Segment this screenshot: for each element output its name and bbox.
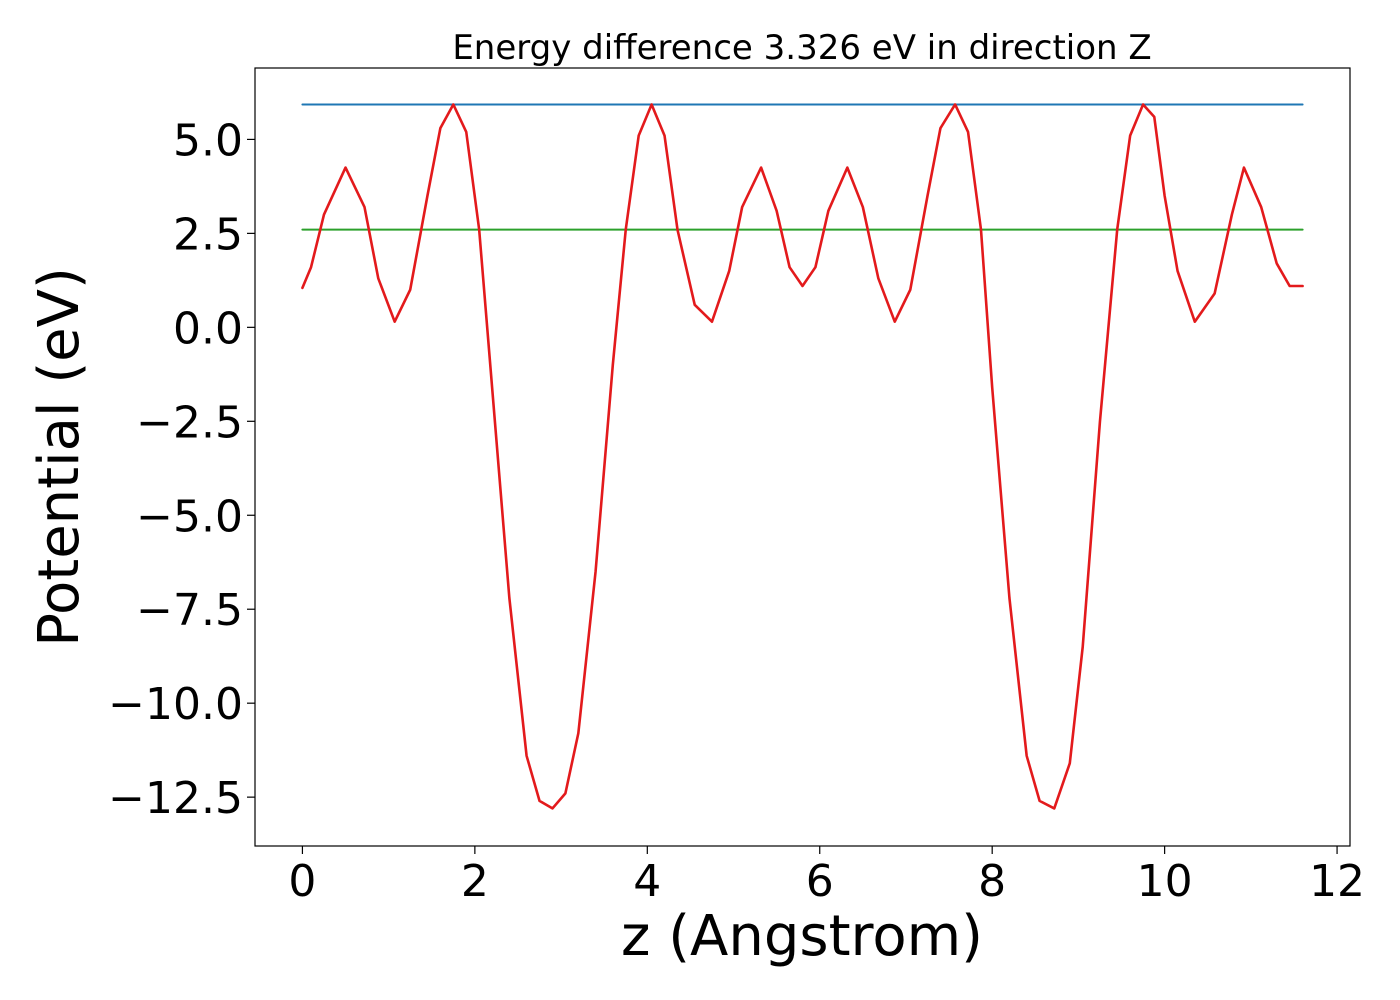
plot-area: [301, 103, 1304, 810]
x-axis-ticks: 0 2 4 6 8 10 12: [288, 846, 1365, 907]
y-tick-label: −10.0: [108, 679, 243, 730]
x-tick-label: 0: [288, 856, 316, 907]
y-tick-label: −5.0: [136, 491, 243, 542]
x-tick-label: 4: [633, 856, 661, 907]
potential-curve: [301, 103, 1304, 810]
axes-frame: [254, 67, 1351, 847]
y-tick-label: −12.5: [108, 773, 243, 824]
y-tick-label: 0.0: [173, 303, 243, 354]
y-tick-label: −2.5: [136, 397, 243, 448]
y-tick-label: 5.0: [173, 115, 243, 166]
x-tick-label: 6: [806, 856, 834, 907]
y-axis-ticks: −12.5 −10.0 −7.5 −5.0 −2.5 0.0 2.5 5.0: [108, 115, 255, 824]
y-tick-label: 2.5: [173, 209, 243, 260]
x-tick-label: 8: [978, 856, 1006, 907]
y-axis-label: Potential (eV): [27, 267, 92, 647]
x-tick-label: 2: [461, 856, 489, 907]
chart-title: Energy difference 3.326 eV in direction …: [452, 28, 1151, 68]
x-tick-label: 10: [1137, 856, 1193, 907]
x-axis-label: z (Angstrom): [621, 904, 983, 969]
y-tick-label: −7.5: [136, 585, 243, 636]
x-tick-label: 12: [1309, 856, 1365, 907]
